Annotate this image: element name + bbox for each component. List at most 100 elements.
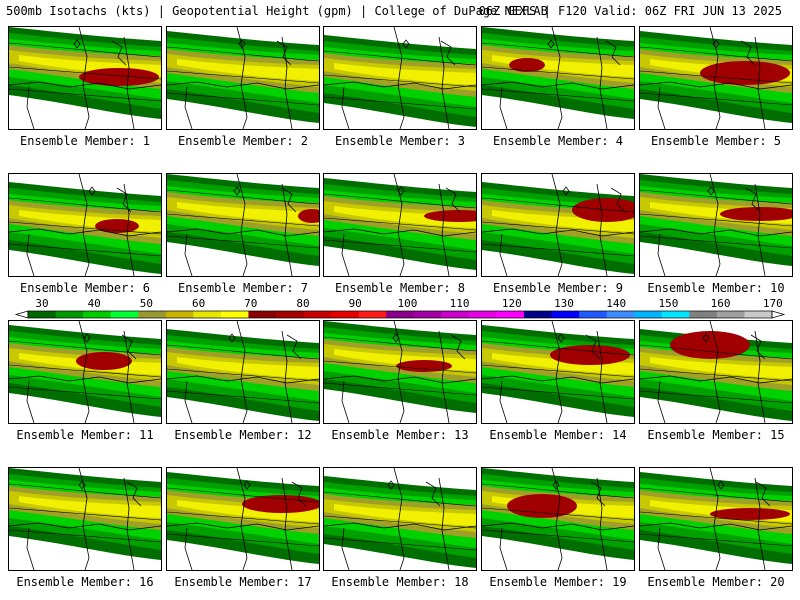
map-boundaries <box>482 174 634 276</box>
colorbar-swatch <box>634 311 663 318</box>
colorbar-tick-label: 90 <box>349 297 362 310</box>
ensemble-member-label: Ensemble Member: 11 <box>16 428 154 442</box>
ensemble-member-map <box>481 173 635 277</box>
jet-core-max <box>396 360 452 372</box>
isotach-80kt <box>177 500 319 522</box>
map-boundaries <box>324 321 476 423</box>
jet-core-max <box>76 352 132 370</box>
colorbar-swatch <box>579 311 608 318</box>
ensemble-member-label: Ensemble Member: 20 <box>647 575 785 589</box>
geopotential-height-contours <box>640 189 792 249</box>
isotach-80kt <box>177 202 319 224</box>
isotach-80kt <box>334 206 476 228</box>
colorbar-tick-label: 80 <box>296 297 309 310</box>
map-boundaries <box>324 468 476 570</box>
map-boundaries <box>9 27 161 129</box>
jet-core-max <box>242 495 319 513</box>
ensemble-member-map <box>323 26 477 130</box>
isotach-80kt <box>177 59 319 81</box>
ensemble-member-map <box>639 173 793 277</box>
ensemble-member-label: Ensemble Member: 14 <box>489 428 627 442</box>
ensemble-member-map <box>481 26 635 130</box>
station-marker <box>78 480 86 490</box>
station-marker <box>717 480 725 490</box>
ensemble-member-label: Ensemble Member: 7 <box>177 281 309 295</box>
colorbar-swatch <box>276 311 305 318</box>
colorbar-tick-label: 120 <box>502 297 522 310</box>
geopotential-height-contours <box>324 50 476 110</box>
ensemble-member-label: Ensemble Member: 10 <box>647 281 785 295</box>
ensemble-member-label: Ensemble Member: 6 <box>19 281 151 295</box>
isotach-80kt <box>334 63 476 85</box>
jet-core-max <box>509 58 545 72</box>
ensemble-member-label: Ensemble Member: 15 <box>647 428 785 442</box>
station-marker <box>402 39 410 49</box>
station-marker <box>228 333 236 343</box>
run-valid-time: 06Z GEFS | F120 Valid: 06Z FRI JUN 13 20… <box>478 4 782 18</box>
geopotential-height-contours <box>482 42 634 102</box>
station-marker <box>83 333 91 343</box>
station-marker <box>233 186 241 196</box>
colorbar-swatch <box>468 311 497 318</box>
colorbar-tick-label: 50 <box>140 297 153 310</box>
jet-core-max <box>424 210 476 222</box>
jet-core-max <box>670 331 750 359</box>
colorbar-swatch <box>661 311 690 318</box>
ensemble-member-label: Ensemble Member: 17 <box>174 575 312 589</box>
map-boundaries <box>167 174 319 276</box>
geopotential-height-contours <box>640 344 792 404</box>
map-boundaries <box>324 27 476 129</box>
ensemble-member-label: Ensemble Member: 13 <box>331 428 469 442</box>
ensemble-member-label: Ensemble Member: 12 <box>174 428 312 442</box>
ensemble-member-label: Ensemble Member: 3 <box>334 134 466 148</box>
colorbar-swatch <box>716 311 745 318</box>
ensemble-member-map <box>323 467 477 571</box>
jet-core-max <box>710 508 790 520</box>
isotach-80kt <box>650 357 792 379</box>
colorbar-swatch <box>138 311 167 318</box>
colorbar-swatch <box>744 311 773 318</box>
ensemble-member-label: Ensemble Member: 2 <box>177 134 309 148</box>
station-marker <box>387 480 395 490</box>
colorbar-swatch <box>496 311 525 318</box>
map-boundaries <box>9 174 161 276</box>
geopotential-height-contours <box>324 491 476 551</box>
ensemble-member-map <box>639 320 793 424</box>
colorbar-tick-label: 30 <box>35 297 48 310</box>
ensemble-member-map <box>481 467 635 571</box>
colorbar-swatch <box>689 311 718 318</box>
geopotential-height-contours <box>9 42 161 102</box>
isotach-80kt <box>177 357 319 379</box>
isotach-80kt <box>492 210 634 232</box>
colorbar-swatch <box>331 311 360 318</box>
colorbar-tick-label: 60 <box>192 297 205 310</box>
jet-core-max <box>550 345 630 365</box>
station-marker <box>552 480 560 490</box>
isotach-colorbar: 30 40 50 60 70 80 90 100 110 120 130 140 150 160 170 <box>14 297 786 319</box>
station-marker <box>392 333 400 343</box>
geopotential-height-contours <box>324 336 476 396</box>
jet-core-max <box>298 209 319 223</box>
colorbar-swatch <box>386 311 415 318</box>
colorbar-tick-label: 40 <box>88 297 101 310</box>
map-boundaries <box>640 321 792 423</box>
map-boundaries <box>482 321 634 423</box>
jet-core-max <box>720 207 792 221</box>
station-marker <box>557 333 565 343</box>
colorbar-swatch <box>110 311 139 318</box>
station-marker <box>243 480 251 490</box>
ensemble-member-label: Ensemble Member: 4 <box>492 134 624 148</box>
colorbar-swatch <box>551 311 580 318</box>
colorbar-swatch <box>248 311 277 318</box>
ensemble-member-map <box>323 320 477 424</box>
colorbar-swatch <box>303 311 332 318</box>
ensemble-member-label: Ensemble Member: 1 <box>19 134 151 148</box>
colorbar-tick-label: 130 <box>554 297 574 310</box>
jet-core-max <box>572 198 634 222</box>
ensemble-member-map <box>166 173 320 277</box>
map-boundaries <box>640 468 792 570</box>
ensemble-member-label: Ensemble Member: 8 <box>334 281 466 295</box>
ensemble-member-label: Ensemble Member: 9 <box>492 281 624 295</box>
ensemble-member-map <box>166 320 320 424</box>
station-marker <box>562 186 570 196</box>
